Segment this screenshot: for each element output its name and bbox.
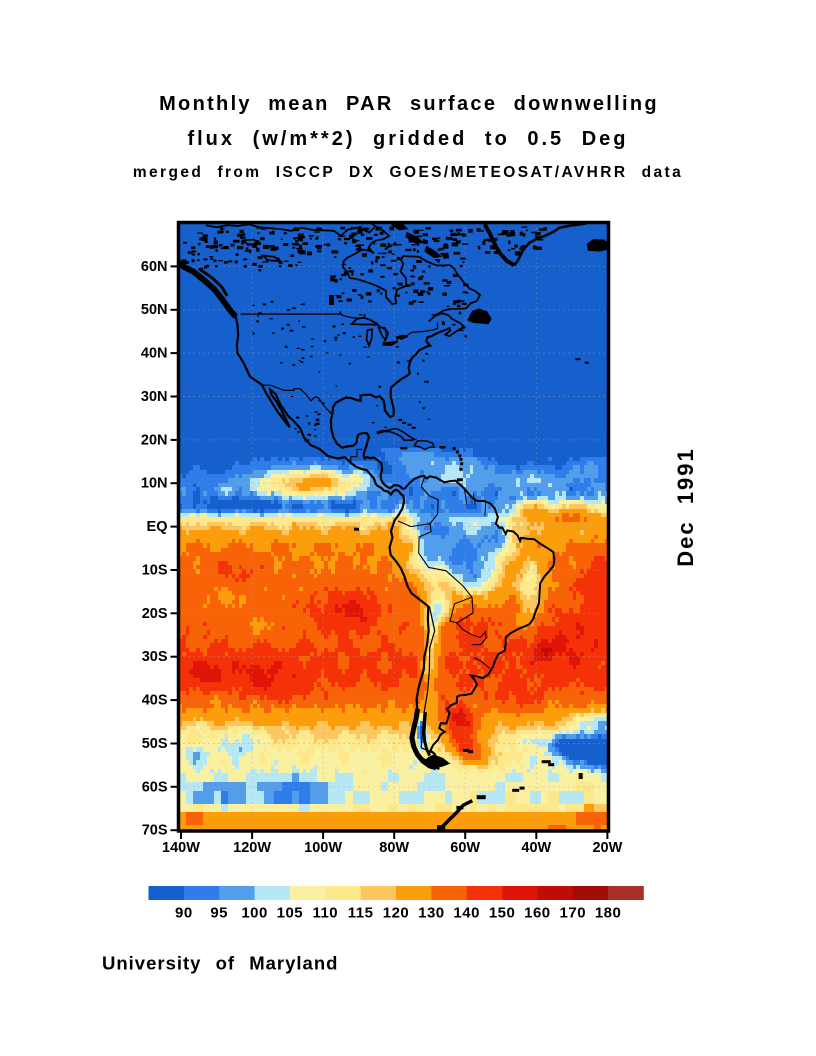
svg-text:50N: 50N (141, 302, 168, 318)
svg-text:100W: 100W (304, 840, 342, 856)
svg-text:10S: 10S (142, 563, 168, 579)
svg-text:95: 95 (210, 905, 228, 922)
svg-text:EQ: EQ (147, 519, 168, 535)
svg-text:170: 170 (560, 905, 587, 922)
svg-text:100: 100 (241, 905, 268, 922)
svg-text:160: 160 (524, 905, 551, 922)
svg-text:40S: 40S (142, 693, 168, 709)
svg-text:40N: 40N (141, 346, 168, 362)
svg-text:140: 140 (453, 905, 480, 922)
svg-text:70S: 70S (142, 823, 168, 839)
svg-text:Dec 1991: Dec 1991 (673, 447, 698, 567)
svg-text:merged from ISCCP DX GOES/METE: merged from ISCCP DX GOES/METEOSAT/AVHRR… (133, 164, 683, 181)
svg-text:105: 105 (277, 905, 304, 922)
svg-text:30S: 30S (142, 649, 168, 665)
svg-text:50S: 50S (142, 736, 168, 752)
svg-text:40W: 40W (521, 840, 551, 856)
svg-text:130: 130 (418, 905, 445, 922)
svg-text:30N: 30N (141, 389, 168, 405)
svg-text:20W: 20W (592, 840, 622, 856)
svg-text:120W: 120W (233, 840, 271, 856)
svg-text:60W: 60W (450, 840, 480, 856)
svg-text:110: 110 (312, 905, 338, 922)
svg-text:Monthly mean PAR surface downw: Monthly mean PAR surface downwelling (159, 93, 659, 115)
svg-text:90: 90 (175, 905, 193, 922)
svg-text:60S: 60S (142, 779, 168, 795)
svg-text:60N: 60N (141, 259, 168, 275)
svg-text:140W: 140W (162, 840, 200, 856)
svg-text:180: 180 (595, 905, 622, 922)
svg-text:20N: 20N (141, 432, 168, 448)
svg-text:150: 150 (489, 905, 516, 922)
svg-text:80W: 80W (379, 840, 409, 856)
svg-text:University of Maryland: University of Maryland (102, 953, 338, 974)
svg-text:115: 115 (348, 905, 374, 922)
svg-text:flux (w/m**2) gridded to 0.5 D: flux (w/m**2) gridded to 0.5 Deg (187, 128, 628, 150)
svg-text:120: 120 (383, 905, 410, 922)
svg-text:20S: 20S (142, 606, 168, 622)
svg-text:10N: 10N (141, 476, 168, 492)
